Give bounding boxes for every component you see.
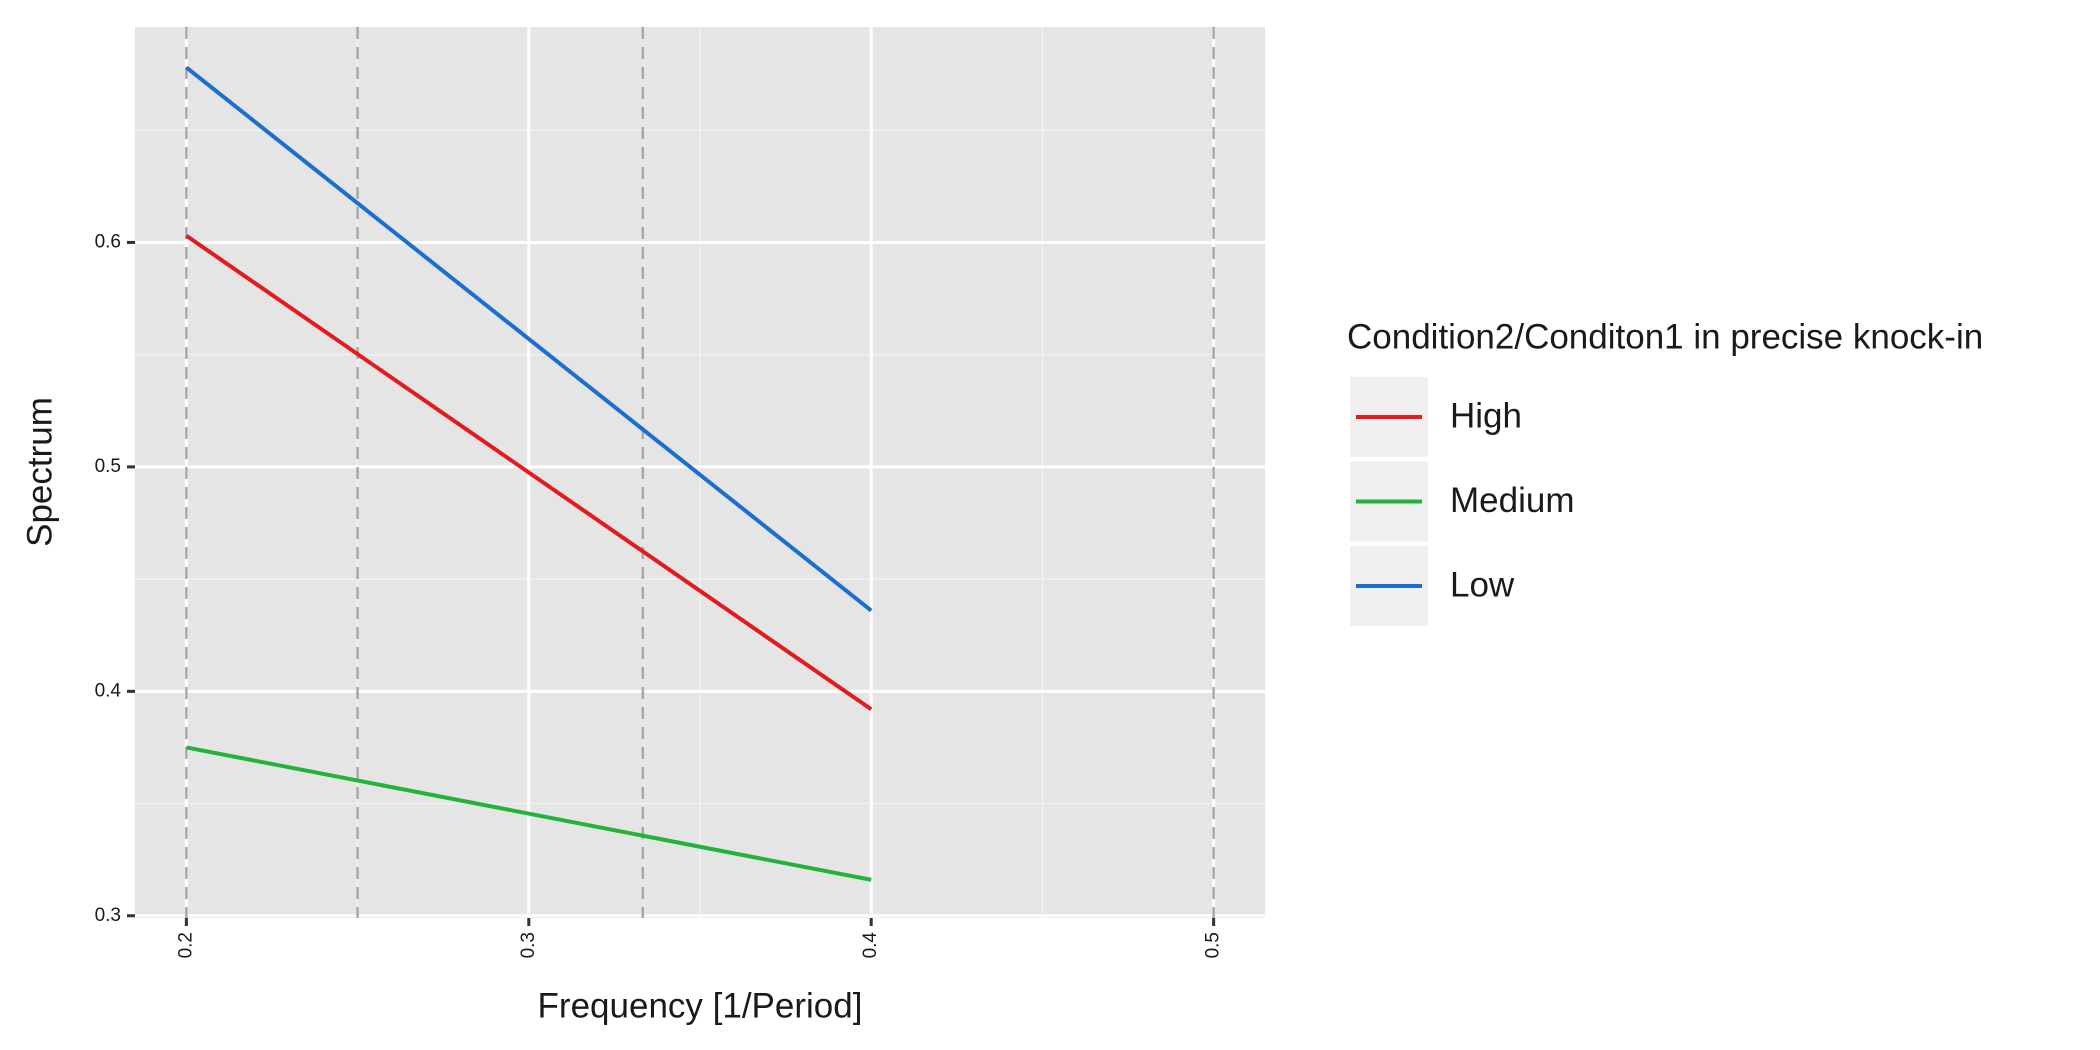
y-tick-label: 0.6 (95, 231, 121, 252)
series-line (185, 745, 872, 882)
series-line (185, 65, 873, 613)
x-tick-label: 0.2 (175, 932, 196, 958)
legend-label: Medium (1450, 481, 1574, 520)
y-tick-label: 0.3 (95, 905, 121, 926)
legend-title: Condition2/Conditon1 in precise knock-in (1347, 317, 1983, 356)
x-tick-label: 0.3 (518, 932, 539, 958)
x-axis-title: Frequency [1/Period] (538, 986, 863, 1025)
x-tick-label: 0.5 (1203, 932, 1224, 958)
legend-label: High (1450, 396, 1522, 435)
y-axis-title: Spectrum (20, 397, 59, 547)
y-tick-label: 0.5 (95, 456, 121, 477)
x-tick-label: 0.4 (860, 932, 881, 959)
series-line (185, 234, 873, 711)
y-tick-label: 0.4 (95, 680, 122, 701)
legend-label: Low (1450, 565, 1515, 604)
